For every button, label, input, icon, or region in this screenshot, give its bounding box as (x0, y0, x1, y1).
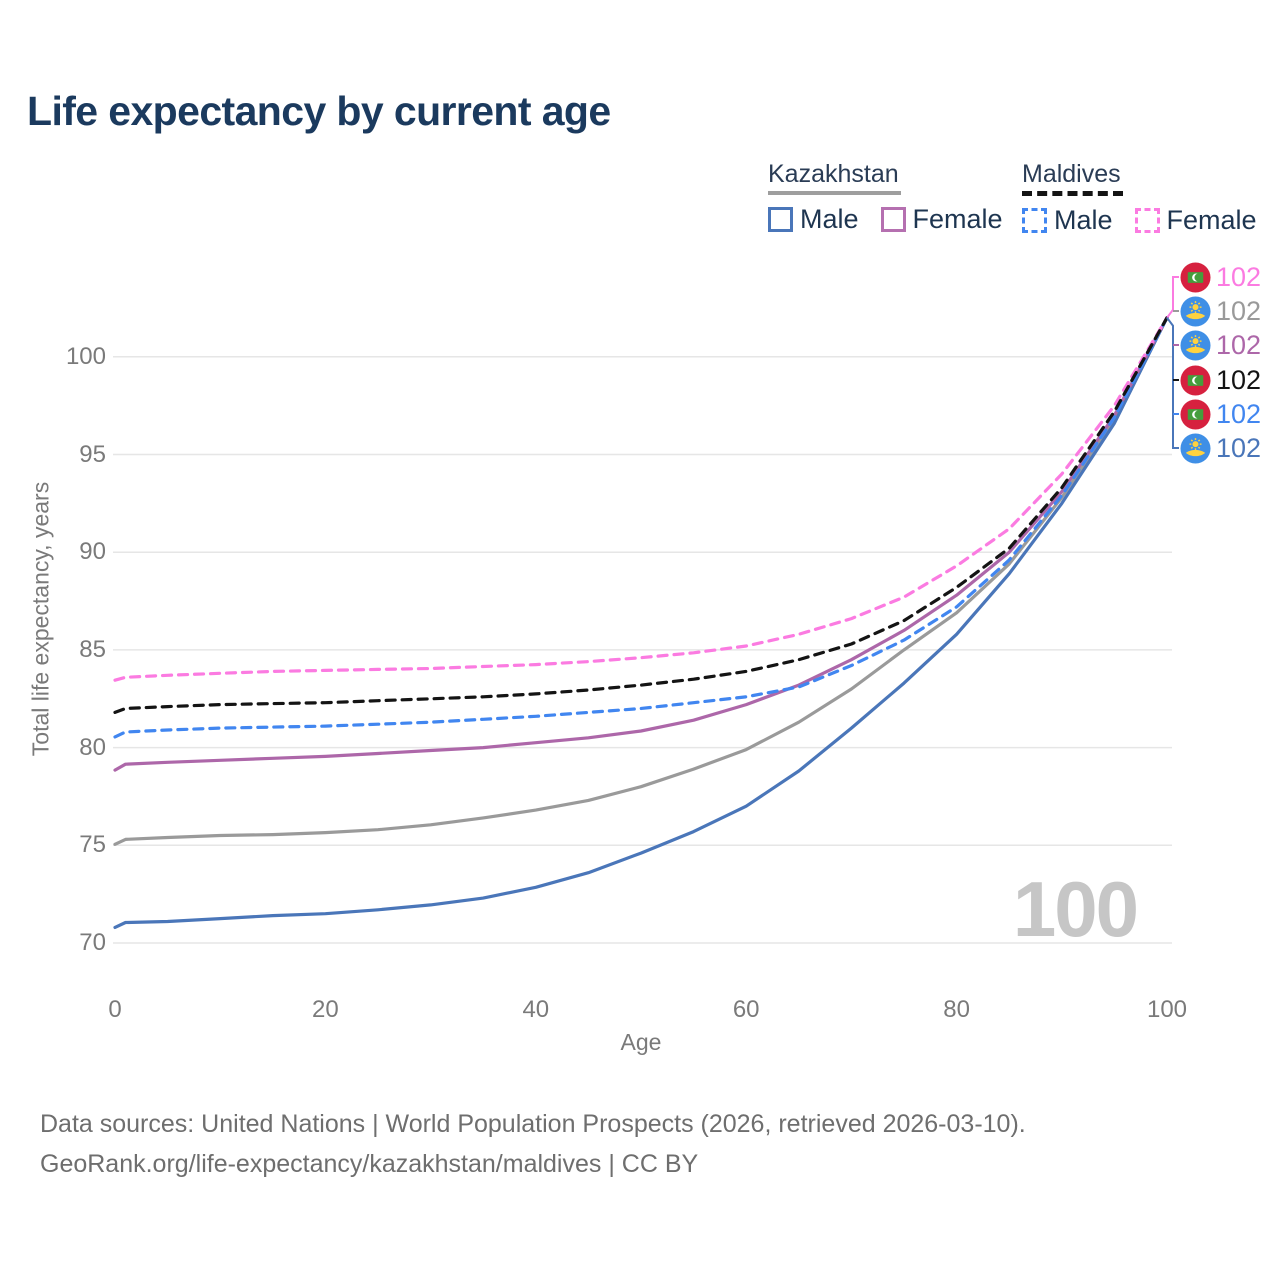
legend-swatch-icon (880, 207, 906, 232)
x-tick-label-0: 0 (108, 996, 122, 1023)
legend-item-label: Male (1054, 205, 1113, 235)
legend-swatch-icon (1022, 208, 1047, 233)
y-tick-label-100: 100 (65, 342, 106, 370)
legend-item-kazakhstan-female[interactable]: Female (880, 204, 1003, 235)
legend-group-title: Kazakhstan (768, 160, 899, 188)
series-end-label-4: 102 (1180, 399, 1261, 430)
x-tick-label-80: 80 (943, 996, 970, 1023)
series-line-mv_male (113, 316, 1169, 739)
maldives-flag-icon (1180, 398, 1211, 430)
legend-item-kazakhstan-male[interactable]: Male (768, 204, 859, 235)
legend-swatch-icon (768, 207, 793, 232)
legend-items: Male Female (1022, 205, 1279, 236)
legend-swatch-icon (1134, 208, 1160, 233)
legend-item-label: Male (800, 204, 859, 234)
series-end-value: 102 (1216, 261, 1262, 292)
x-axis-title: Age (620, 1029, 662, 1055)
series-end-label-2: 102 (1180, 330, 1261, 361)
series-end-label-1: 102 (1180, 296, 1261, 327)
series-line-kz_female (113, 316, 1169, 772)
y-tick-label-70: 70 (79, 929, 106, 956)
kazakhstan-flag-icon (1180, 295, 1211, 327)
y-tick-label-75: 75 (79, 831, 106, 859)
endlabel-connector-top (1166, 276, 1179, 319)
y-tick-label-80: 80 (79, 733, 106, 761)
y-axis-title: Total life expectancy, years (27, 481, 54, 757)
maldives-flag-icon (1180, 364, 1211, 396)
kazakhstan-flag-icon (1180, 329, 1211, 361)
watermark-100: 100 (1013, 865, 1137, 953)
series-end-label-0: 102 (1180, 262, 1261, 293)
legend-solid-line-swatch (768, 191, 901, 195)
series-end-value: 102 (1216, 364, 1262, 395)
legend-item-maldives-male[interactable]: Male (1022, 205, 1113, 236)
footer-sources: Data sources: United Nations | World Pop… (40, 1110, 1026, 1138)
series-line-kz_total (113, 316, 1169, 846)
footer: Data sources: United Nations | World Pop… (40, 1104, 1026, 1184)
x-tick-label-40: 40 (522, 996, 550, 1023)
legend-items: Male Female (768, 204, 1025, 235)
legend-group-kazakhstan: Kazakhstan Male Female (768, 160, 1025, 235)
maldives-flag-icon (1180, 261, 1211, 293)
y-tick-label-95: 95 (79, 440, 106, 468)
y-tick-label-85: 85 (79, 635, 106, 663)
legend-dashed-line-swatch (1022, 191, 1123, 196)
series-end-value: 102 (1216, 329, 1262, 360)
footer-link: GeoRank.org/life-expectancy/kazakhstan/m… (40, 1150, 699, 1178)
legend-item-label: Female (912, 204, 1003, 234)
x-tick-label-100: 100 (1146, 996, 1188, 1023)
endlabel-connector-bottom (1166, 317, 1179, 449)
kazakhstan-flag-icon (1180, 432, 1211, 464)
legend-item-label: Female (1166, 205, 1257, 235)
x-tick-label-20: 20 (312, 996, 339, 1023)
legend-item-maldives-female[interactable]: Female (1134, 205, 1257, 236)
series-end-value: 102 (1216, 295, 1262, 326)
page-title: Life expectancy by current age (27, 88, 611, 134)
series-line-mv_total (113, 316, 1169, 715)
series-end-value: 102 (1216, 398, 1262, 429)
series-end-value: 102 (1216, 432, 1262, 463)
series-end-label-3: 102 (1180, 365, 1261, 396)
series-line-kz_male (113, 316, 1169, 930)
legend-group-maldives: Maldives Male Female (1022, 160, 1279, 236)
x-tick-label-60: 60 (732, 996, 760, 1023)
series-end-label-5: 102 (1180, 433, 1261, 464)
legend-group-title: Maldives (1022, 160, 1121, 188)
y-tick-label-90: 90 (79, 538, 106, 566)
series-line-mv_female (113, 316, 1169, 682)
